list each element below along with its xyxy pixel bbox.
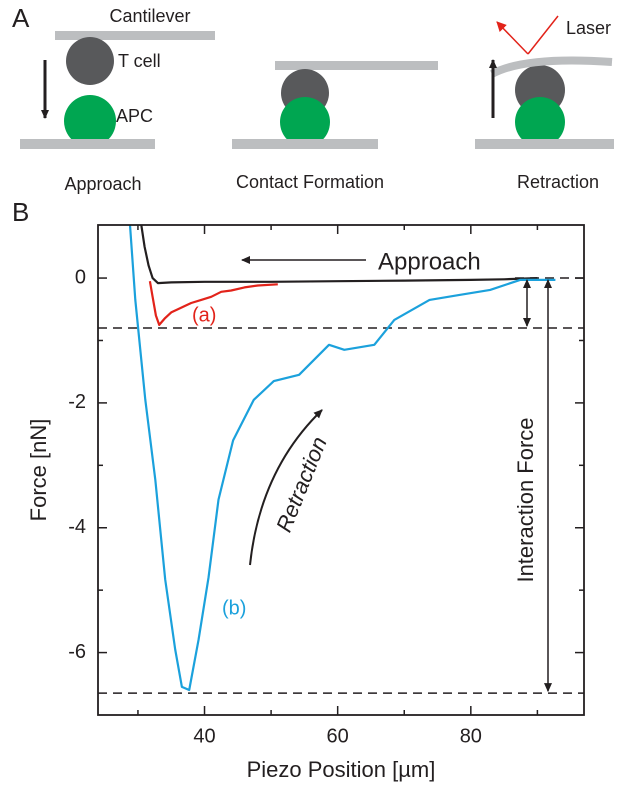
y-tick-label: -2 bbox=[68, 391, 86, 413]
substrate bbox=[20, 139, 155, 149]
x-tick-label: 40 bbox=[193, 725, 215, 747]
series-line bbox=[130, 225, 555, 690]
annotation: Retraction bbox=[271, 433, 332, 535]
substrate bbox=[232, 139, 378, 149]
y-axis-title: Force [nN] bbox=[26, 419, 51, 522]
label: Cantilever bbox=[109, 6, 190, 26]
cantilever bbox=[275, 61, 438, 70]
page: A Cantilever T cell APC Approach Contact… bbox=[0, 0, 644, 785]
annotation: Interaction Force bbox=[513, 417, 538, 582]
label: APC bbox=[116, 106, 153, 126]
label: T cell bbox=[118, 51, 161, 71]
laser-beam bbox=[528, 16, 558, 54]
step-label: Contact Formation bbox=[236, 172, 384, 192]
substrate bbox=[475, 139, 614, 149]
series-label: Approach bbox=[378, 248, 481, 275]
label: Laser bbox=[566, 18, 611, 38]
laser-beam bbox=[497, 22, 528, 54]
step-label: Approach bbox=[64, 174, 141, 194]
series-label: (a) bbox=[192, 304, 216, 326]
t-cell bbox=[66, 37, 114, 85]
figure: A Cantilever T cell APC Approach Contact… bbox=[0, 0, 644, 785]
y-tick-label: -6 bbox=[68, 641, 86, 663]
x-axis-title: Piezo Position [µm] bbox=[247, 757, 436, 782]
chart: 40 60 80 0 -2 -4 -6 Piezo Position [µm] Force [n… bbox=[26, 225, 584, 782]
plot-frame bbox=[98, 225, 584, 715]
cantilever bbox=[55, 31, 215, 40]
x-tick-label: 60 bbox=[327, 725, 349, 747]
panel-label: B bbox=[12, 197, 29, 227]
step-label: Retraction bbox=[517, 172, 599, 192]
y-tick-label: -4 bbox=[68, 516, 86, 538]
panel-label: A bbox=[12, 3, 30, 33]
x-tick-label: 80 bbox=[460, 725, 482, 747]
series-label: (b) bbox=[222, 597, 246, 619]
diagram: Cantilever T cell APC Approach Contact F… bbox=[20, 6, 614, 194]
y-tick-label: 0 bbox=[75, 266, 86, 288]
